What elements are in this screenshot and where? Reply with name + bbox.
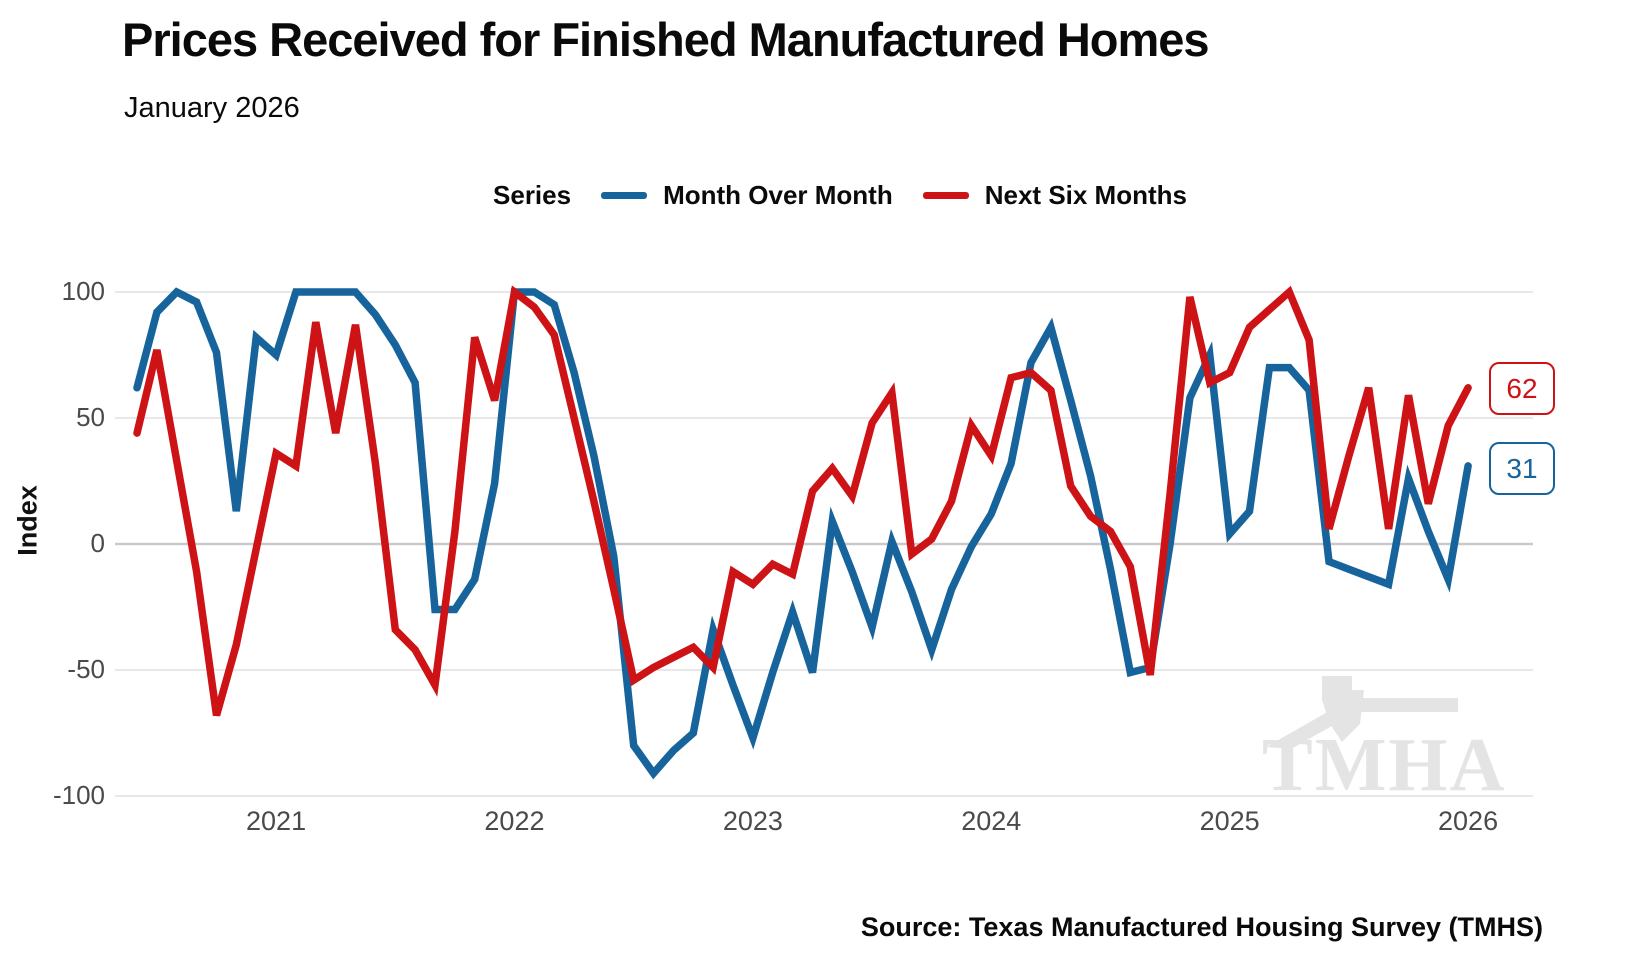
tmha-watermark-logo: TMHA — [1262, 676, 1506, 807]
series-line-month-over-month — [133, 287, 1472, 780]
x-tick-label: 2022 — [484, 806, 545, 836]
svg-text:TMHA: TMHA — [1262, 723, 1506, 807]
line-swatch-icon — [922, 192, 969, 199]
y-tick-label: -100 — [52, 780, 105, 810]
y-tick-label: 0 — [90, 528, 105, 558]
legend-item-next-six-months: Next Six Months — [922, 180, 1187, 211]
x-tick-label: 2023 — [722, 806, 783, 836]
source-note: Source: Texas Manufactured Housing Surve… — [860, 912, 1543, 942]
y-tick-label: -50 — [67, 654, 105, 684]
y-tick-label: 100 — [61, 276, 105, 306]
legend-label-next-six-months: Next Six Months — [984, 180, 1187, 210]
line-swatch-icon — [601, 192, 648, 199]
end-value-badge-month-over-month: 31 — [1489, 442, 1555, 495]
y-tick-label: 50 — [76, 402, 105, 432]
end-value-badge-next-six-months: 62 — [1489, 362, 1555, 415]
page-title: Prices Received for Finished Manufacture… — [122, 13, 1210, 66]
legend-label-month-over-month: Month Over Month — [663, 180, 893, 210]
x-tick-label: 2026 — [1438, 806, 1499, 836]
y-axis-label: Index — [12, 485, 43, 556]
x-tick-label: 2021 — [246, 806, 307, 836]
legend-title: Series — [493, 180, 572, 210]
chart-subtitle: January 2026 — [124, 92, 300, 124]
series-line-next-six-months — [133, 285, 1472, 717]
x-tick-label: 2024 — [961, 806, 1022, 836]
legend: Series Month Over Month Next Six Months — [0, 180, 1643, 211]
legend-item-month-over-month: Month Over Month — [601, 180, 893, 211]
x-tick-label: 2025 — [1199, 806, 1260, 836]
